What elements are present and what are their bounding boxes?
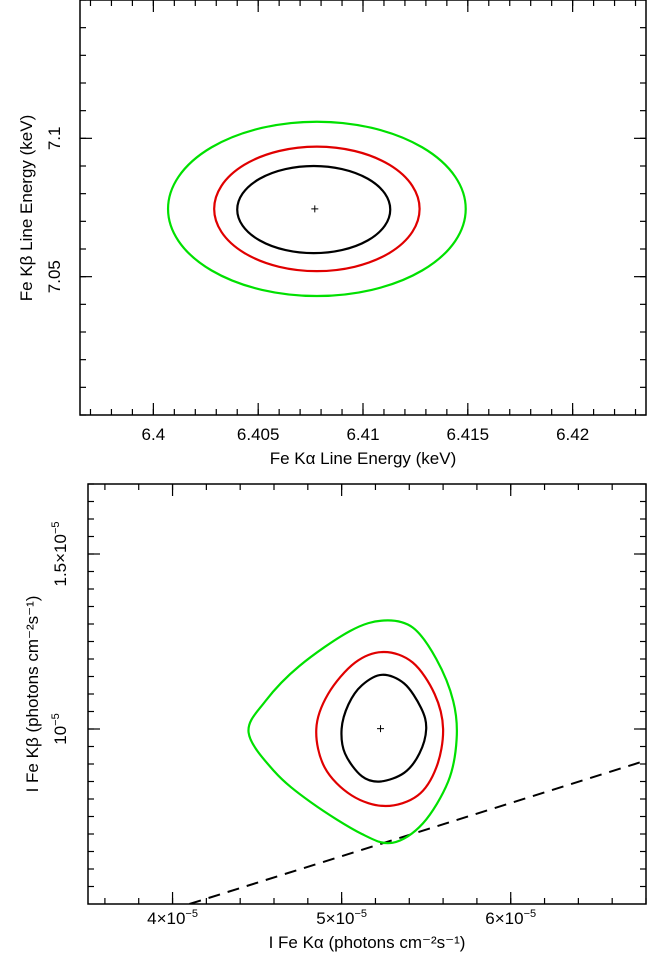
y-tick-label: 10−5 <box>50 713 70 744</box>
x-tick-label: 6.405 <box>237 425 280 444</box>
y-axis-label: Fe Kβ Line Energy (keV) <box>17 115 36 301</box>
x-tick-label: 6.42 <box>556 425 589 444</box>
x-axis-label: I Fe Kα (photons cm⁻²s⁻¹) <box>269 933 466 952</box>
x-tick-label: 6.415 <box>447 425 490 444</box>
plot-area <box>189 619 646 904</box>
contour-1sigma <box>340 673 428 783</box>
best-fit-marker <box>377 725 385 733</box>
contour-3sigma <box>166 120 467 298</box>
contour-1sigma <box>236 164 392 255</box>
energy-contour-panel: 6.4 6.405 6.41 6.415 6.42 7.05 7.1 Fe Kα Line E… <box>17 0 647 468</box>
flux-contour-panel: 4×10−5 5×10−5 6×10−5 10−5 1.5×10−5 I Fe Kα (p… <box>23 483 647 952</box>
plot-area <box>166 120 467 298</box>
y-axis-label: I Fe Kβ (photons cm⁻²s⁻¹) <box>23 596 42 793</box>
contour-2sigma <box>315 650 445 808</box>
y-tick-label: 7.1 <box>45 127 64 151</box>
x-tick-label: 6×10−5 <box>485 908 536 928</box>
y-tick-label: 1.5×10−5 <box>50 521 70 586</box>
x-tick-label: 5×10−5 <box>316 908 367 928</box>
y-tick-label: 7.05 <box>45 260 64 293</box>
contour-2sigma <box>213 145 421 273</box>
x-axis-label: Fe Kα Line Energy (keV) <box>270 449 457 468</box>
best-fit-marker <box>311 205 319 213</box>
x-tick-label: 6.4 <box>142 425 166 444</box>
x-tick-label: 6.41 <box>346 425 379 444</box>
x-tick-label: 4×10−5 <box>147 908 198 928</box>
contour-3sigma <box>247 619 459 845</box>
